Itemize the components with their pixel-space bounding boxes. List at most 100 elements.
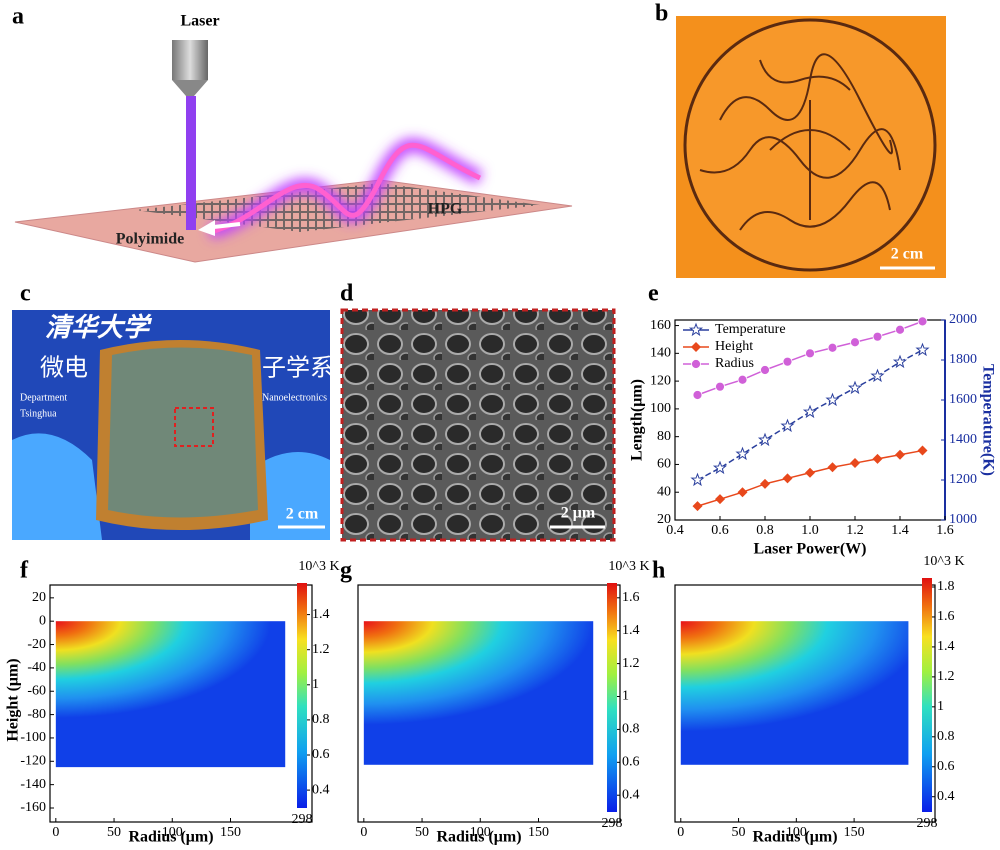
x-tick-label: 150 xyxy=(844,825,865,840)
x-tick-label: 50 xyxy=(732,825,746,840)
marker xyxy=(827,462,838,473)
marker xyxy=(805,467,815,478)
pattern-lines xyxy=(699,53,901,231)
marker xyxy=(692,501,703,512)
panel-a: a Laser HPG Polyimide xyxy=(12,4,573,263)
colorbar-label: 10^3 K xyxy=(608,559,649,574)
x-tick-label: 50 xyxy=(107,825,121,840)
y-tick-label: -140 xyxy=(20,777,46,792)
y-axis-label: Height (μm) xyxy=(5,658,22,741)
marker xyxy=(782,473,793,484)
x-tick-label: 0.6 xyxy=(711,523,729,538)
panel-b: b 2 cm xyxy=(655,1,946,278)
marker xyxy=(915,342,930,357)
colorbar-tick-label: 0.4 xyxy=(622,787,640,802)
y2-tick-label: 1800 xyxy=(949,352,977,367)
marker xyxy=(760,478,770,489)
colorbar-tick-label: 0.8 xyxy=(937,729,955,744)
marker xyxy=(760,365,770,375)
marker xyxy=(691,359,701,369)
marker xyxy=(688,322,704,337)
colorbar-tick-label: 1.2 xyxy=(312,642,330,657)
heat-field xyxy=(55,621,286,768)
marker xyxy=(892,354,908,369)
x-tick-label: 0 xyxy=(52,825,59,840)
x-tick-label: 1.0 xyxy=(801,523,819,538)
marker xyxy=(870,368,885,383)
colorbar-tick-label: 1 xyxy=(622,689,629,704)
marker xyxy=(872,453,883,464)
x-tick-label: 0 xyxy=(360,825,367,840)
scale-label: 2 cm xyxy=(286,506,319,523)
panel-label: a xyxy=(12,4,24,30)
y2-tick-label: 2000 xyxy=(949,312,977,327)
panel-label: f xyxy=(20,558,29,584)
y-tick-label: 60 xyxy=(657,457,671,472)
colorbar-tick-label: 0.4 xyxy=(937,789,955,804)
marker xyxy=(780,418,795,433)
x-axis-label: Radius (μm) xyxy=(752,829,837,846)
y-tick-label: 160 xyxy=(650,318,671,333)
y-axis-label: Length(μm) xyxy=(629,379,646,461)
x-tick-label: 100 xyxy=(470,825,491,840)
x-tick-label: 0.4 xyxy=(666,523,684,538)
marker xyxy=(895,449,905,460)
series-line xyxy=(697,449,923,507)
y2-tick-label: 1600 xyxy=(949,392,977,407)
x-tick-label: 0 xyxy=(677,825,684,840)
y-tick-label: 20 xyxy=(657,512,671,527)
panel-label: d xyxy=(340,281,354,307)
colorbar xyxy=(922,578,932,812)
marker xyxy=(692,390,703,400)
colorbar-tick-label: 1.4 xyxy=(937,639,955,654)
heat-field xyxy=(680,621,909,765)
colorbar-tick-label: 1.4 xyxy=(622,623,640,638)
sign-text: 子学系 xyxy=(262,355,334,382)
scale-label: 2 μm xyxy=(561,505,596,522)
marker xyxy=(895,324,905,335)
colorbar-tick-label: 1.2 xyxy=(622,656,640,671)
panel-label: c xyxy=(20,281,31,307)
marker xyxy=(757,432,773,447)
sem-image xyxy=(340,308,616,542)
y-tick-label: -120 xyxy=(20,754,46,769)
colorbar-tick-label: 1.6 xyxy=(937,609,955,624)
colorbar-tick-label: 0.8 xyxy=(622,722,640,737)
y-tick-label: 0 xyxy=(39,613,46,628)
marker xyxy=(715,494,725,505)
legend-label: Radius xyxy=(715,356,754,371)
x-tick-label: 1.4 xyxy=(891,523,909,538)
marker xyxy=(802,404,818,419)
y-tick-label: -100 xyxy=(20,730,46,745)
colorbar-tick-label: 1 xyxy=(312,677,319,692)
y-tick-label: -20 xyxy=(27,637,46,652)
sign-text: Nanoelectronics xyxy=(262,392,327,403)
colorbar-tick-label: 1.8 xyxy=(937,579,955,594)
label: Laser xyxy=(180,13,219,30)
x-tick-label: 150 xyxy=(528,825,549,840)
panel-d: d 2 μm xyxy=(340,281,616,542)
sign-text: Tsinghua xyxy=(20,408,57,419)
heat-field xyxy=(363,621,594,765)
marker xyxy=(715,381,725,392)
y-tick-label: -60 xyxy=(27,683,46,698)
y-tick-label: -80 xyxy=(27,707,46,722)
x-tick-label: 150 xyxy=(220,825,241,840)
y-tick-label: 40 xyxy=(657,484,671,499)
y-tick-label: 140 xyxy=(650,346,671,361)
sign-text: Department xyxy=(20,392,67,403)
marker xyxy=(825,392,840,407)
x-tick-label: 1.6 xyxy=(936,523,954,538)
y-tick-label: 20 xyxy=(32,590,46,605)
x-tick-label: 0.8 xyxy=(756,523,774,538)
legend-label: Temperature xyxy=(715,322,786,337)
marker xyxy=(712,460,728,475)
colorbar-tick-label: 0.6 xyxy=(312,747,330,762)
colorbar-tick-label: 1.6 xyxy=(622,590,640,605)
sign-text: 清华大学 xyxy=(45,313,153,342)
marker xyxy=(847,380,863,395)
marker xyxy=(917,316,928,327)
colorbar-tick-label: 298 xyxy=(602,816,623,831)
y-tick-label: -160 xyxy=(20,800,46,815)
